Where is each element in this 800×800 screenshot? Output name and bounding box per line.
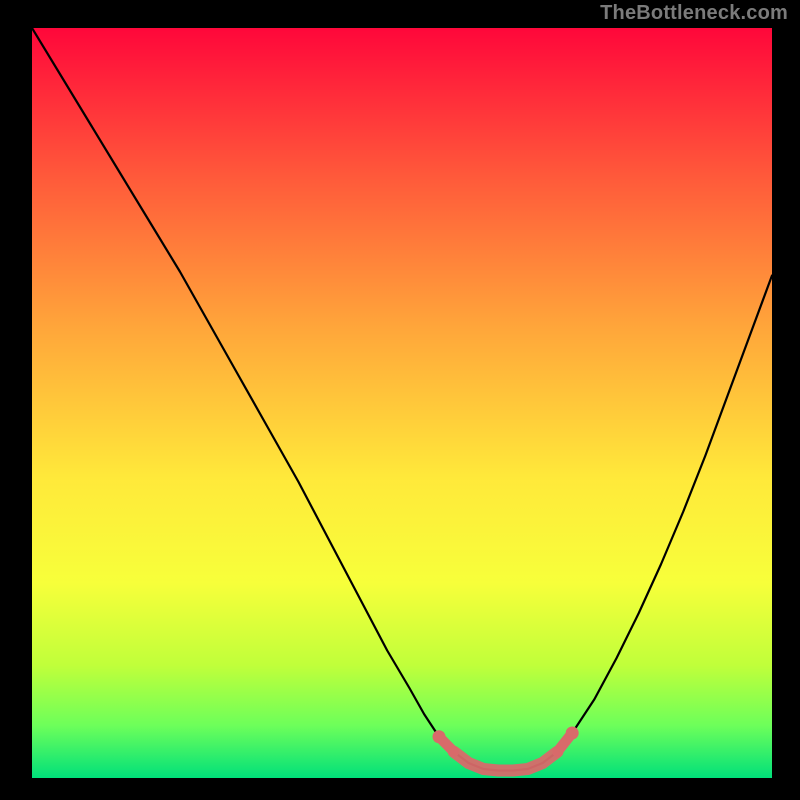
optimal-right-dot <box>566 727 579 740</box>
chart-root: TheBottleneck.com <box>0 0 800 800</box>
watermark-label: TheBottleneck.com <box>600 2 788 25</box>
optimal-left-dot <box>433 730 446 743</box>
plot-background <box>32 28 772 778</box>
plot-area <box>32 28 772 778</box>
bottleneck-chart <box>32 28 772 778</box>
